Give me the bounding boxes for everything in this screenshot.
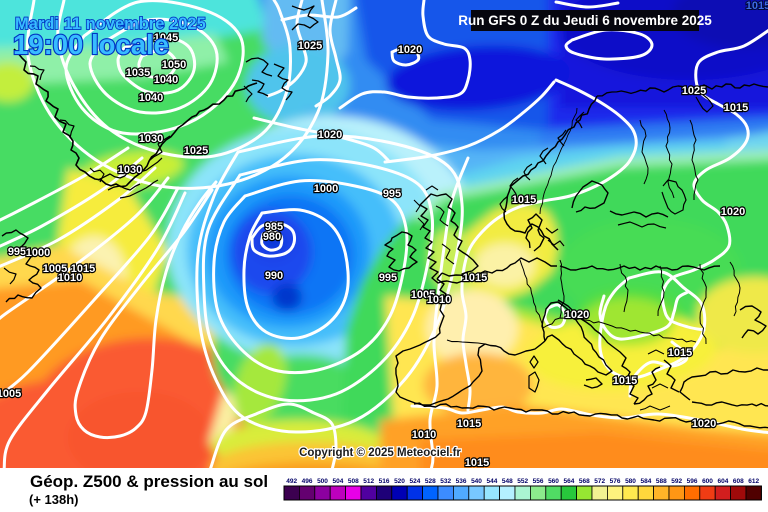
svg-text:Mardi 11 novembre 2025: Mardi 11 novembre 2025 [15,15,206,33]
svg-text:Copyright © 2025 Meteociel.fr: Copyright © 2025 Meteociel.fr [299,447,461,459]
svg-text:576: 576 [610,478,621,485]
svg-text:1020: 1020 [692,418,716,430]
svg-text:1005: 1005 [43,263,67,275]
svg-text:492: 492 [286,478,297,485]
svg-text:592: 592 [671,478,682,485]
svg-text:1015: 1015 [457,418,481,430]
svg-text:540: 540 [471,478,482,485]
svg-text:604: 604 [717,478,728,485]
svg-text:1050: 1050 [162,59,186,71]
svg-text:516: 516 [379,478,390,485]
svg-text:560: 560 [548,478,559,485]
svg-text:1005: 1005 [411,289,435,301]
svg-text:995: 995 [8,246,26,258]
svg-text:568: 568 [579,478,590,485]
svg-text:612: 612 [748,478,759,485]
svg-text:980: 980 [263,231,281,243]
svg-text:985: 985 [265,221,283,233]
svg-text:1035: 1035 [126,67,150,79]
svg-text:1020: 1020 [565,309,589,321]
svg-text:596: 596 [687,478,698,485]
svg-text:1000: 1000 [26,247,50,259]
svg-text:512: 512 [363,478,374,485]
svg-text:496: 496 [302,478,313,485]
svg-text:572: 572 [594,478,605,485]
svg-text:1020: 1020 [721,206,745,218]
svg-text:608: 608 [733,478,744,485]
svg-text:1030: 1030 [118,164,142,176]
svg-text:1010: 1010 [427,294,451,306]
svg-text:600: 600 [702,478,713,485]
svg-text:1045: 1045 [154,32,178,44]
svg-text:1015: 1015 [463,272,487,284]
svg-text:508: 508 [348,478,359,485]
svg-text:532: 532 [440,478,451,485]
svg-text:544: 544 [486,478,497,485]
svg-text:1020: 1020 [398,44,422,56]
svg-text:528: 528 [425,478,436,485]
svg-text:584: 584 [640,478,651,485]
svg-text:548: 548 [502,478,513,485]
svg-text:564: 564 [563,478,574,485]
svg-text:1025: 1025 [298,40,322,52]
svg-text:1015: 1015 [465,457,489,469]
svg-text:1020: 1020 [318,129,342,141]
svg-text:1015: 1015 [613,375,637,387]
svg-text:1040: 1040 [154,74,178,86]
svg-text:1005: 1005 [0,388,21,400]
svg-text:1015: 1015 [668,347,692,359]
svg-text:1015: 1015 [71,263,95,275]
svg-text:Géop. Z500 & pression au sol: Géop. Z500 & pression au sol [30,472,268,491]
svg-text:536: 536 [456,478,467,485]
svg-text:990: 990 [265,270,283,282]
svg-text:(+ 138h): (+ 138h) [29,492,79,507]
svg-text:556: 556 [533,478,544,485]
svg-text:504: 504 [332,478,343,485]
svg-text:1025: 1025 [682,85,706,97]
svg-text:588: 588 [656,478,667,485]
svg-text:520: 520 [394,478,405,485]
svg-text:500: 500 [317,478,328,485]
svg-text:1010: 1010 [58,272,82,284]
svg-text:524: 524 [409,478,420,485]
svg-text:1015: 1015 [724,102,748,114]
svg-text:580: 580 [625,478,636,485]
svg-text:995: 995 [379,272,397,284]
svg-text:1015: 1015 [512,194,536,206]
svg-text:1040: 1040 [139,92,163,104]
svg-text:1015: 1015 [746,0,768,12]
svg-text:1025: 1025 [184,145,208,157]
svg-text:19:00 locale: 19:00 locale [13,29,169,60]
svg-text:1000: 1000 [314,183,338,195]
svg-text:995: 995 [383,188,401,200]
svg-text:552: 552 [517,478,528,485]
svg-text:1030: 1030 [139,133,163,145]
svg-text:1010: 1010 [412,429,436,441]
svg-text:Run GFS 0 Z du Jeudi 6 novembr: Run GFS 0 Z du Jeudi 6 novembre 2025 [458,13,712,28]
